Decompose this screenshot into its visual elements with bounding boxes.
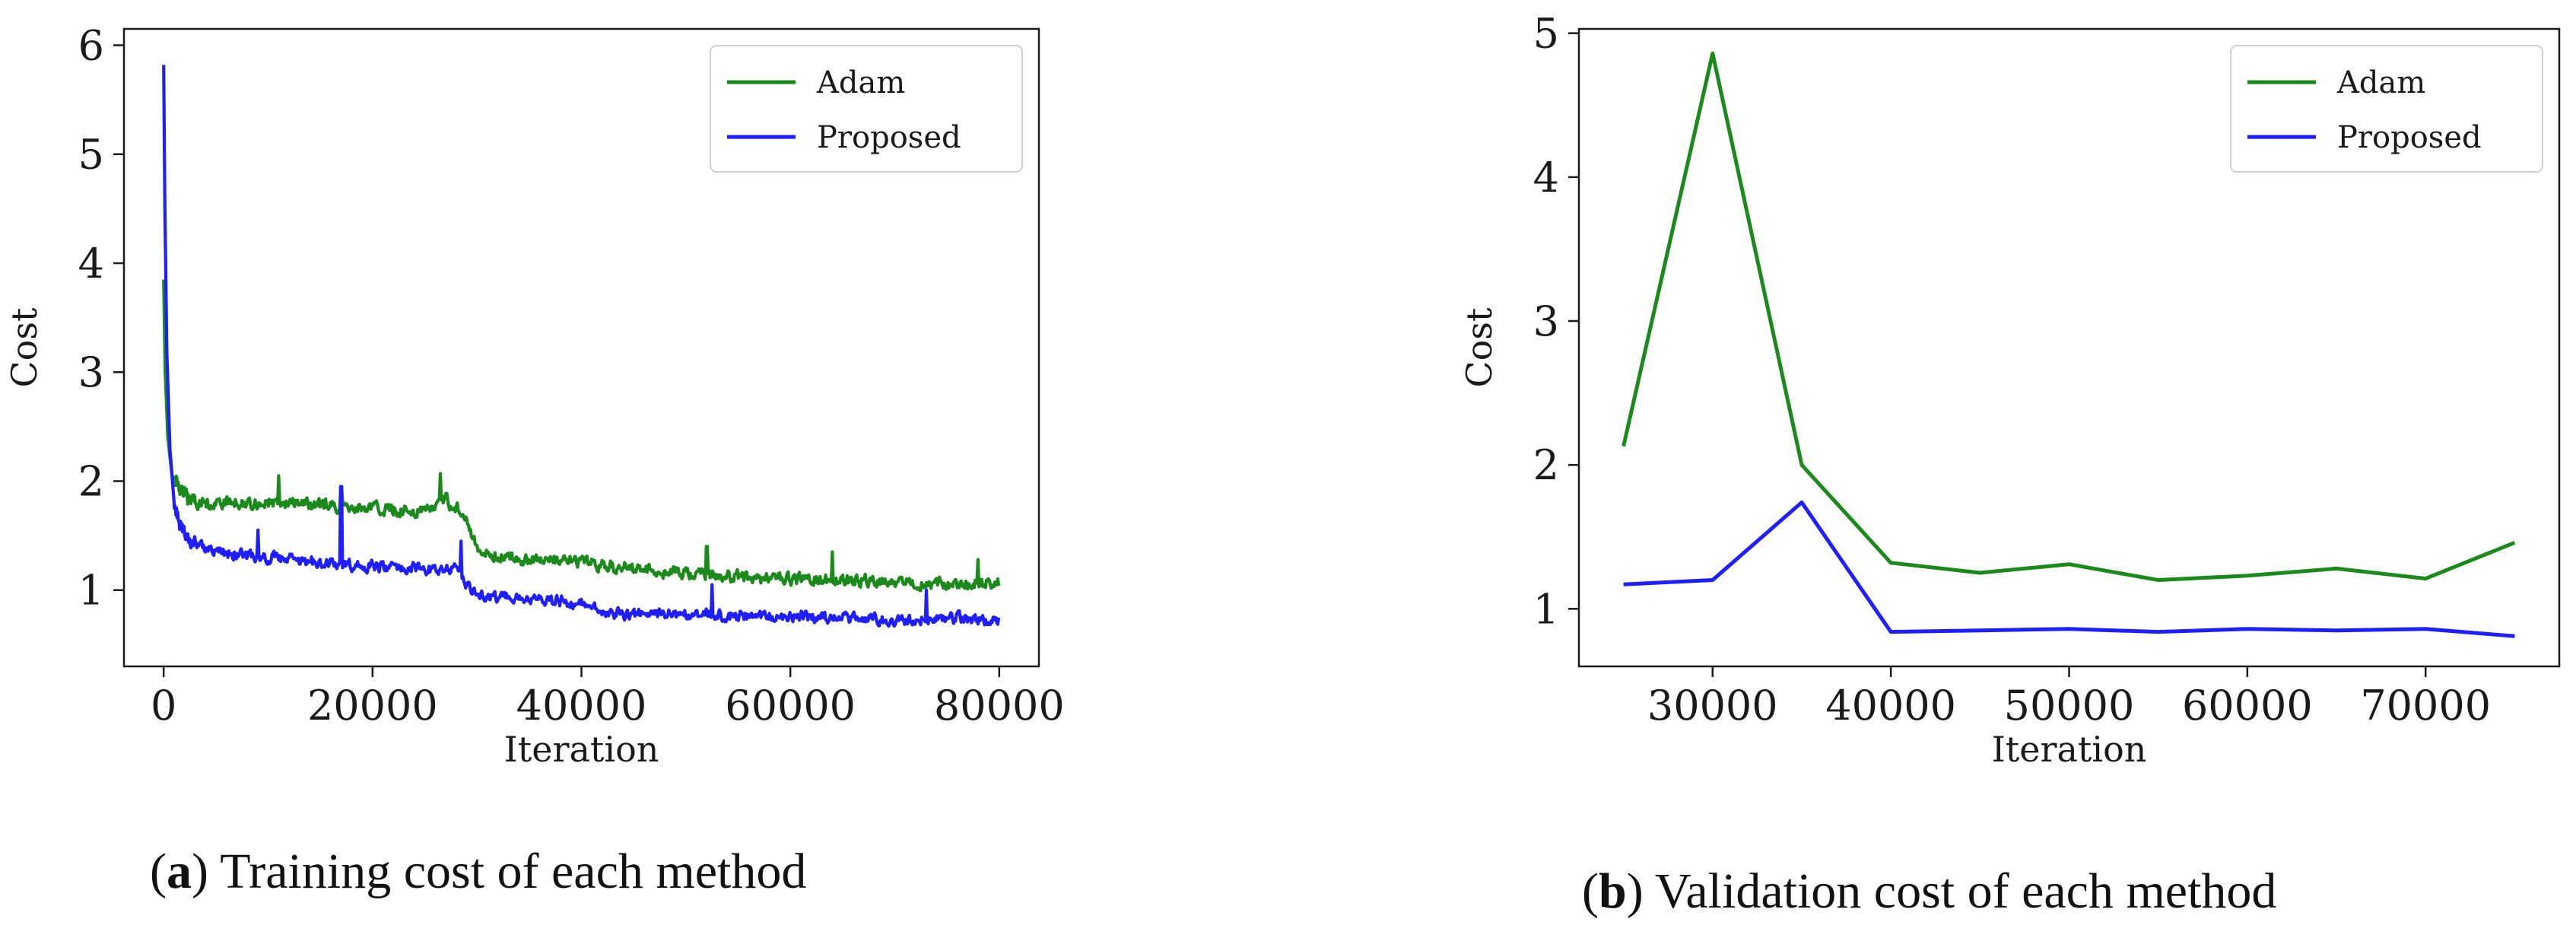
caption-a-text: Training cost of each method xyxy=(220,844,807,899)
y-tick-label: 3 xyxy=(78,348,104,396)
x-axis-label: Iteration xyxy=(504,729,659,770)
chart-validation-cost: 30000 40000 50000 60000 70000 1 2 3 4 5 Iteration C… xyxy=(1459,10,2561,770)
y-tick-label: 5 xyxy=(78,131,104,179)
y-axis-label: Cost xyxy=(4,307,45,387)
legend-label-proposed: Proposed xyxy=(2337,120,2482,155)
x-tick-label: 20000 xyxy=(307,682,438,730)
x-tick-label: 80000 xyxy=(934,682,1065,730)
y-tick-label: 3 xyxy=(1533,297,1559,345)
x-tick-label: 60000 xyxy=(2182,682,2313,730)
legend: Adam Proposed xyxy=(710,45,1023,173)
y-tick-label: 1 xyxy=(78,567,104,615)
y-tick-label: 5 xyxy=(1533,10,1559,58)
x-tick-label: 50000 xyxy=(2004,682,2135,730)
legend-label-adam: Adam xyxy=(2336,65,2425,100)
legend-label-adam: Adam xyxy=(816,65,905,100)
y-tick-label: 2 xyxy=(1533,441,1559,489)
y-tick-label: 4 xyxy=(1533,154,1559,202)
x-tick-label: 70000 xyxy=(2360,682,2491,730)
caption-a-letter: a xyxy=(166,844,192,899)
legend-box xyxy=(710,45,1023,173)
caption-b-text: Validation cost of each method xyxy=(1655,863,2277,919)
legend-box xyxy=(2230,45,2543,173)
caption-a: (a) Training cost of each method xyxy=(150,844,807,899)
y-tick-label: 2 xyxy=(78,457,104,505)
x-tick-label: 30000 xyxy=(1647,682,1778,730)
caption-b-letter: b xyxy=(1598,863,1627,919)
series-line-adam xyxy=(1622,51,2516,582)
y-tick-label: 1 xyxy=(1533,585,1559,633)
x-tick-label: 0 xyxy=(151,682,176,730)
x-tick-label: 40000 xyxy=(1825,682,1956,730)
x-tick-label: 60000 xyxy=(725,682,856,730)
y-tick-label: 6 xyxy=(78,21,104,69)
chart-training-cost: 0 20000 40000 60000 80000 1 2 3 4 5 6 Iteration Cost… xyxy=(4,21,1065,770)
series-line-proposed xyxy=(162,65,1001,628)
y-tick-label: 4 xyxy=(78,240,104,288)
legend-label-proposed: Proposed xyxy=(817,120,961,155)
y-axis-label: Cost xyxy=(1459,307,1500,387)
legend: Adam Proposed xyxy=(2230,45,2543,173)
series-line-adam xyxy=(162,279,1001,593)
x-tick-label: 40000 xyxy=(516,682,647,730)
series-line-proposed xyxy=(1623,500,2515,638)
caption-b: (b) Validation cost of each method xyxy=(1582,863,2277,919)
x-axis-label: Iteration xyxy=(1992,729,2147,770)
